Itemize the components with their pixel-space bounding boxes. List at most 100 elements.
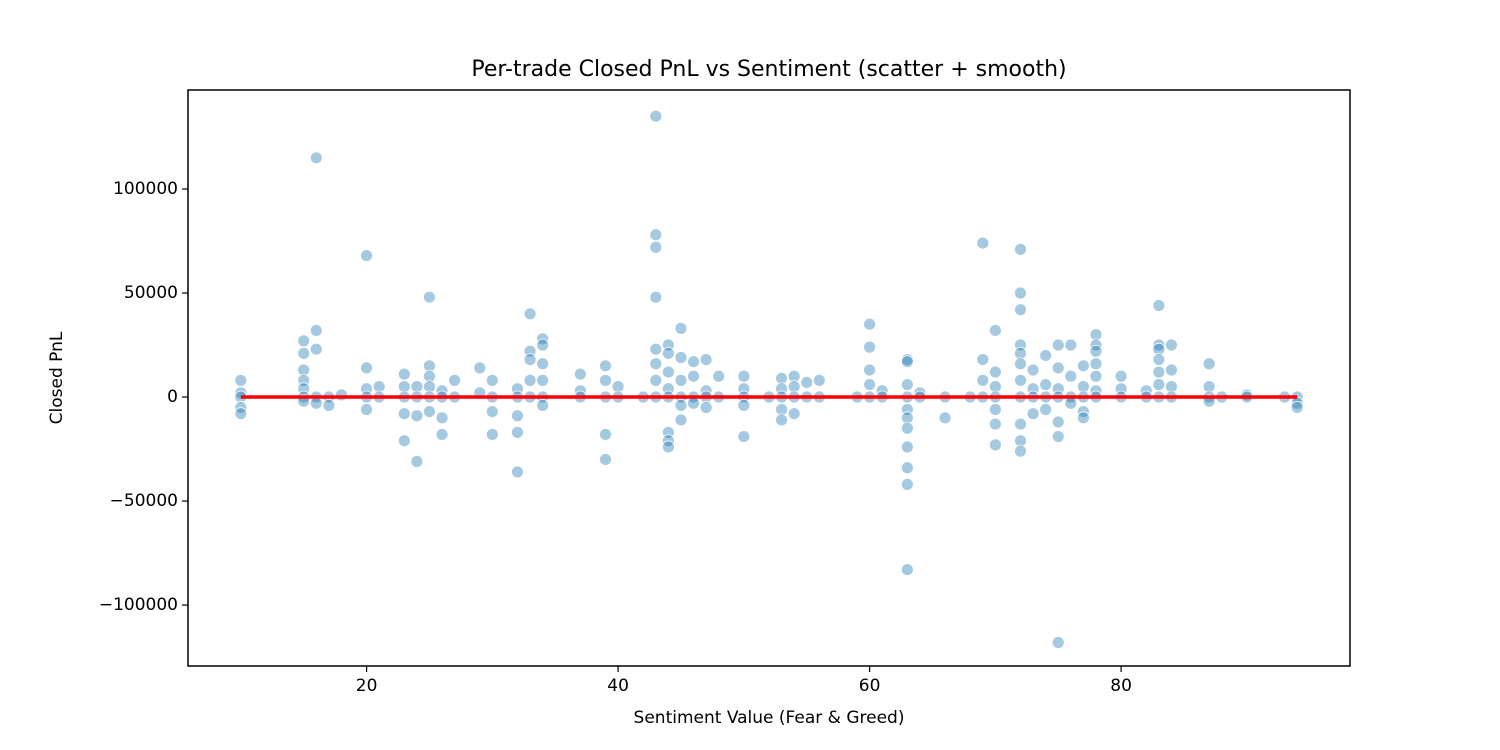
y-tick-label: −50000 xyxy=(110,491,178,511)
scatter-point xyxy=(473,361,487,375)
scatter-point xyxy=(699,401,713,414)
scatter-point xyxy=(687,396,700,410)
scatter-point xyxy=(900,378,914,391)
scatter-point xyxy=(423,380,436,394)
scatter-point xyxy=(599,428,612,441)
scatter-point xyxy=(297,346,311,360)
y-tick-label: −100000 xyxy=(99,595,178,615)
scatter-point xyxy=(1152,299,1166,312)
scatter-point xyxy=(599,359,612,373)
scatter-point xyxy=(309,396,323,410)
scatter-point xyxy=(523,307,537,321)
scatter-point xyxy=(787,369,801,383)
scatter-point xyxy=(800,376,814,389)
scatter-point xyxy=(1026,363,1040,377)
scatter-point xyxy=(737,398,751,412)
scatter-point xyxy=(511,465,524,479)
scatter-point xyxy=(900,563,914,577)
scatter-point xyxy=(737,430,751,443)
scatter-point xyxy=(1152,338,1166,352)
scatter-point xyxy=(787,380,801,394)
scatter-point xyxy=(485,428,499,441)
scatter-point xyxy=(1165,380,1178,394)
scatter-point xyxy=(485,373,499,387)
scatter-point xyxy=(775,403,788,416)
scatter-point xyxy=(1202,357,1216,371)
scatter-point xyxy=(1026,407,1040,421)
scatter-point xyxy=(649,109,663,123)
scatter-point xyxy=(699,353,713,366)
scatter-point xyxy=(1064,369,1078,383)
scatter-point xyxy=(687,355,700,369)
x-tick-label: 60 xyxy=(859,676,881,696)
scatter-point xyxy=(360,249,373,262)
scatter-point xyxy=(573,367,587,381)
x-tick-label: 80 xyxy=(1110,676,1132,696)
scatter-point xyxy=(1165,338,1178,352)
scatter-point xyxy=(511,425,524,439)
scatter-point xyxy=(1152,342,1166,356)
scatter-point xyxy=(1089,369,1103,383)
scatter-point xyxy=(1089,328,1103,342)
scatter-point xyxy=(649,228,663,242)
scatter-point xyxy=(536,373,550,387)
scatter-point xyxy=(661,440,675,454)
scatter-point xyxy=(322,398,336,412)
scatter-point xyxy=(536,338,550,352)
scatter-point xyxy=(649,290,663,304)
scatter-point xyxy=(900,440,914,454)
y-tick-label: 100000 xyxy=(113,179,178,199)
scatter-point xyxy=(234,373,248,387)
scatter-point xyxy=(900,421,914,435)
scatter-point xyxy=(1089,357,1103,371)
scatter-point xyxy=(775,371,788,385)
scatter-point xyxy=(410,409,424,423)
plot-frame xyxy=(187,89,1351,667)
scatter-point xyxy=(410,380,424,394)
scatter-point xyxy=(1014,286,1027,300)
scatter-point xyxy=(674,321,688,335)
scatter-point xyxy=(423,405,436,418)
scatter-point xyxy=(360,403,373,416)
scatter-point xyxy=(1039,403,1053,416)
scatter-point xyxy=(1014,346,1027,360)
scatter-point xyxy=(372,380,386,394)
scatter-point xyxy=(1290,401,1304,414)
y-axis-label: Closed PnL xyxy=(47,331,67,424)
x-tick-label: 40 xyxy=(607,676,629,696)
scatter-point xyxy=(674,373,688,387)
scatter-point xyxy=(335,388,348,402)
scatter-point xyxy=(1076,411,1090,425)
scatter-point xyxy=(863,340,877,354)
x-tick-label: 20 xyxy=(356,676,378,696)
scatter-point xyxy=(737,369,751,383)
scatter-point xyxy=(1152,365,1166,379)
scatter-point xyxy=(1152,353,1166,366)
scatter-point xyxy=(863,363,877,377)
scatter-point xyxy=(448,373,462,387)
scatter-point xyxy=(649,342,663,356)
scatter-point xyxy=(309,342,323,356)
scatter-point xyxy=(297,334,311,348)
scatter-point xyxy=(309,324,323,337)
scatter-point xyxy=(775,413,788,427)
scatter-point xyxy=(397,367,411,381)
scatter-point xyxy=(649,373,663,387)
scatter-point xyxy=(397,407,411,421)
scatter-point xyxy=(900,355,914,369)
scatter-point xyxy=(1039,378,1053,391)
scatter-point xyxy=(523,373,537,387)
scatter-point xyxy=(938,411,952,425)
scatter-point xyxy=(863,317,877,331)
scatter-point xyxy=(674,398,688,412)
scatter-point xyxy=(649,240,663,254)
scatter-point xyxy=(1064,338,1078,352)
scatter-point xyxy=(1014,373,1027,387)
scatter-point xyxy=(536,398,550,412)
scatter-point xyxy=(1064,396,1078,410)
scatter-point xyxy=(599,453,612,466)
scatter-point xyxy=(687,369,700,383)
scatter-point xyxy=(1076,380,1090,394)
